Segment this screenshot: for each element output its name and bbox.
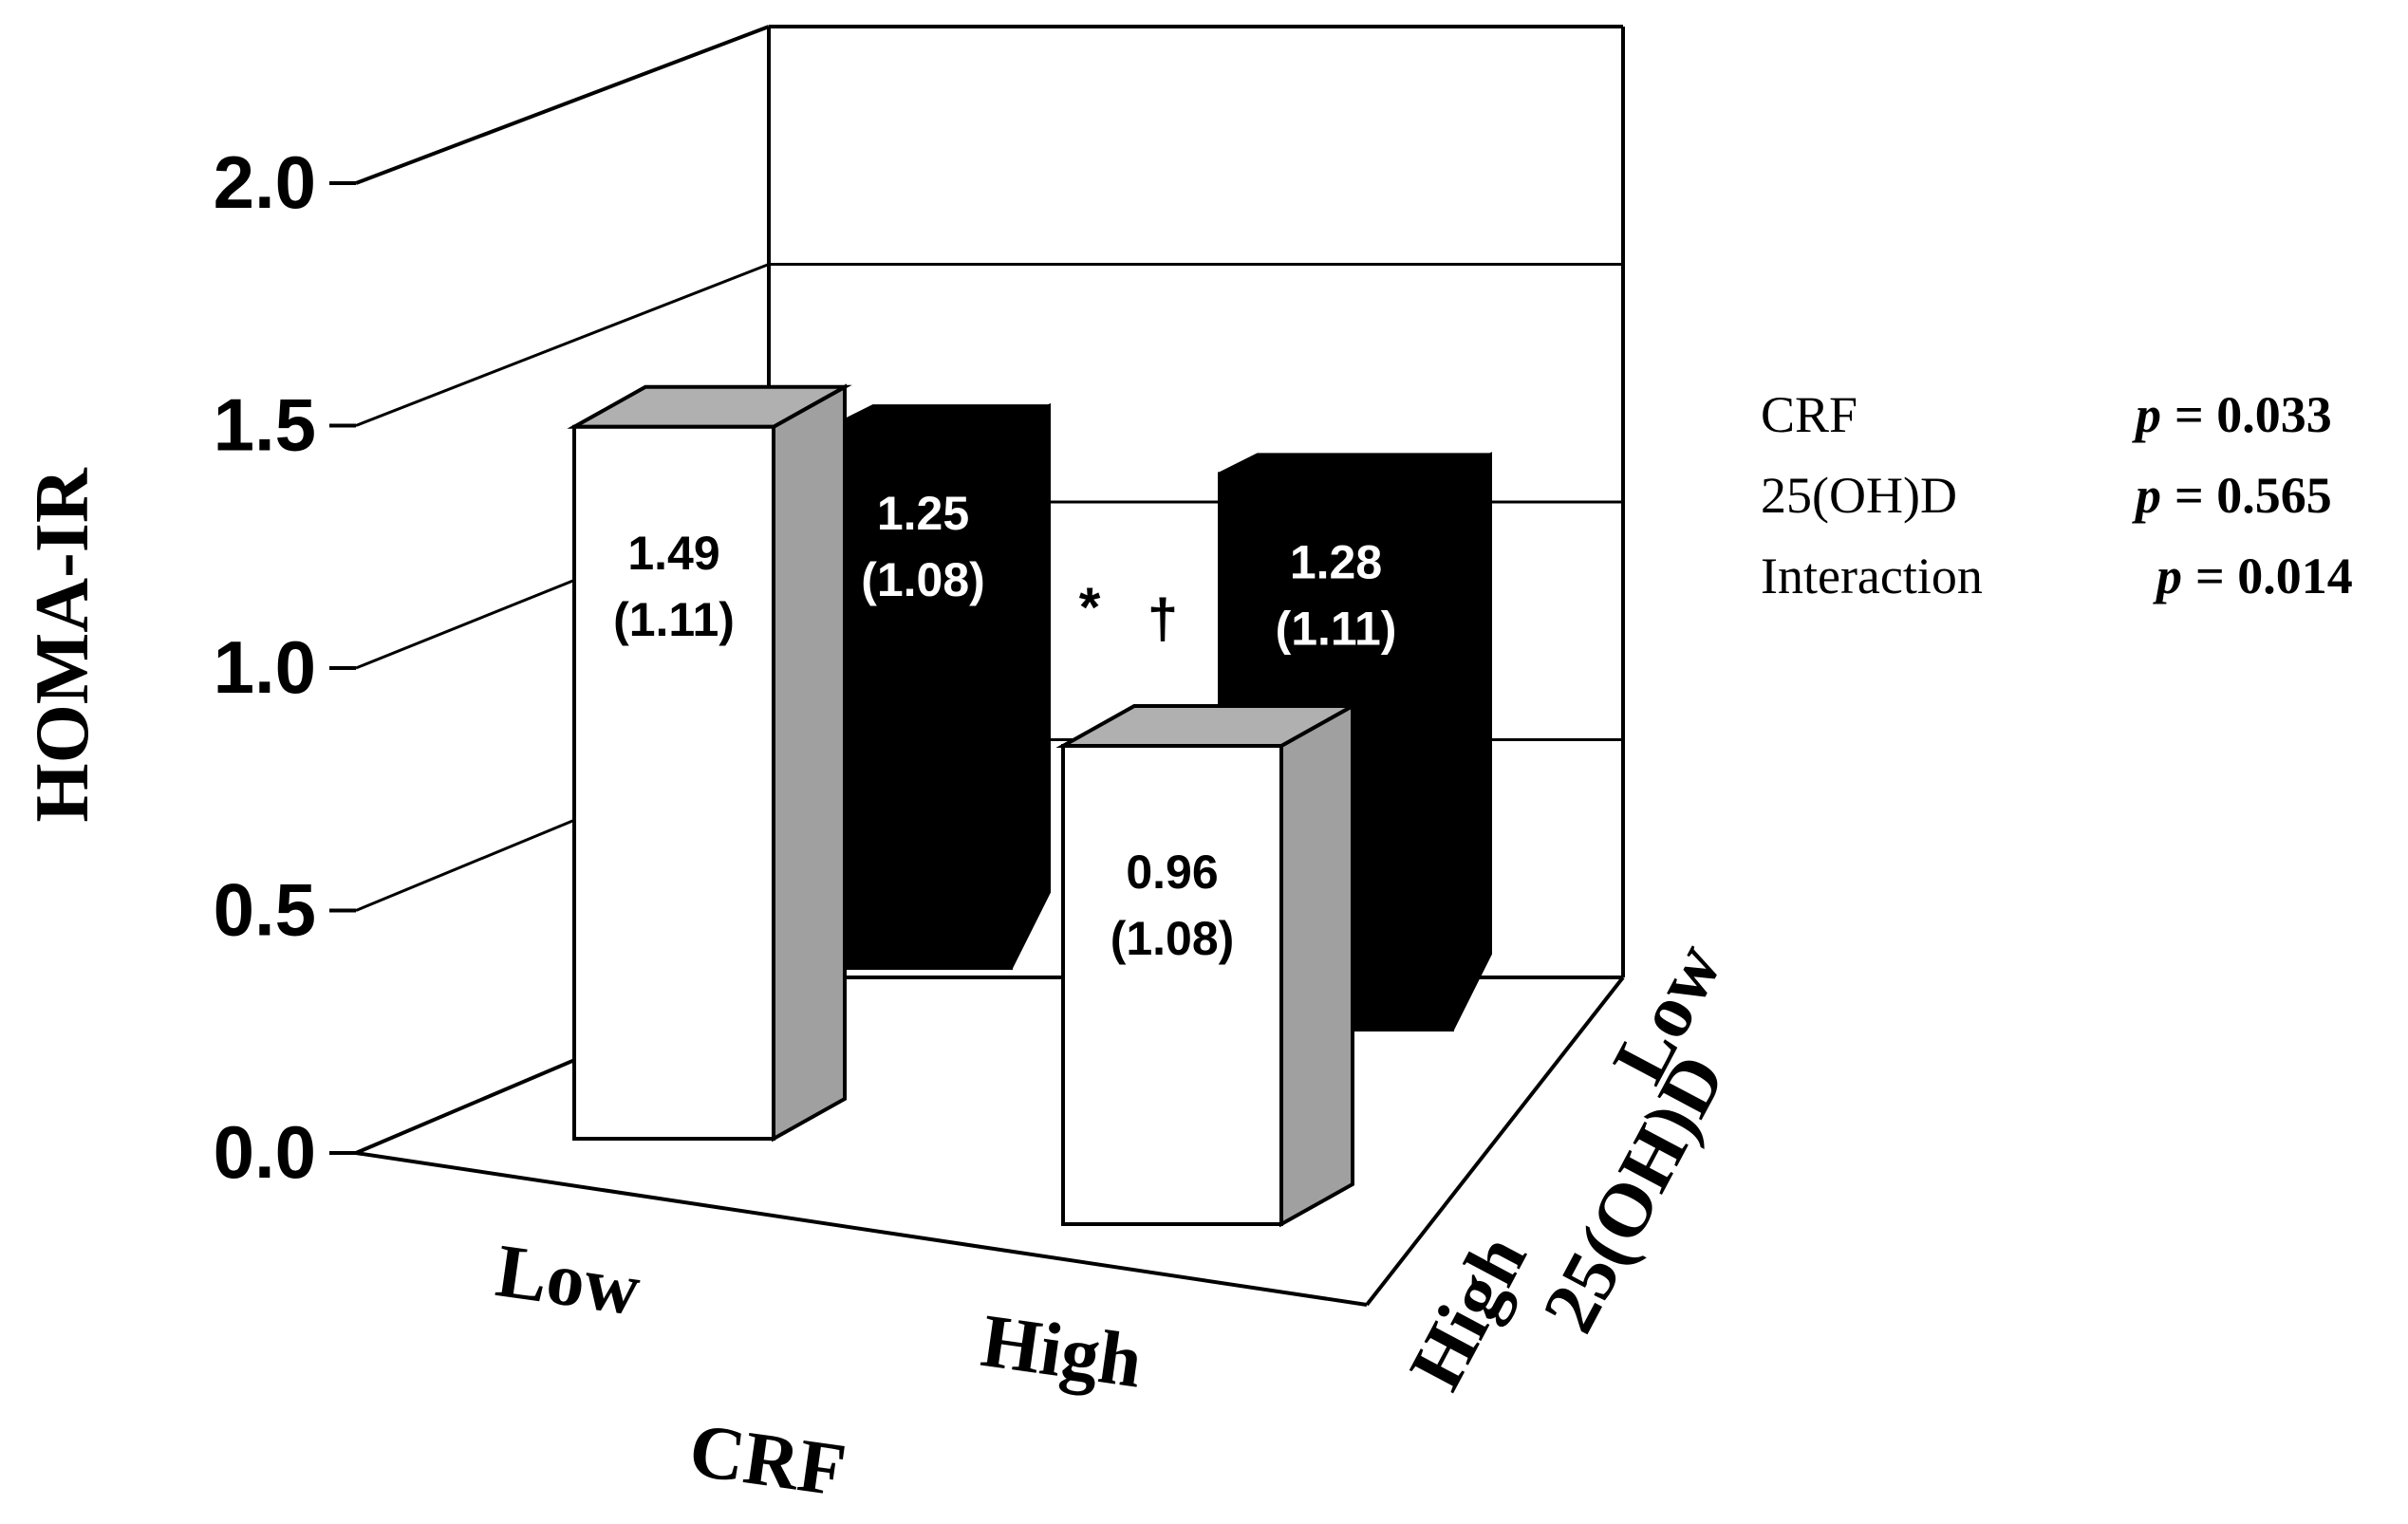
x-tick-label-high: High: [977, 1299, 1148, 1404]
significance-asterisk: *: [1079, 577, 1101, 639]
bar-top-face: [1219, 453, 1491, 476]
bar-front-face: [1061, 744, 1283, 1226]
frame-edge: [1365, 976, 1625, 1307]
gridline-side: [355, 263, 770, 427]
bar-high-high: 0.96 (1.08): [1055, 702, 1360, 1228]
bar-value-label: 1.49: [627, 527, 719, 580]
x-axis-title: CRF: [684, 1408, 850, 1513]
y-tick-label: 1.5: [214, 383, 316, 467]
y-tick-label: 2.0: [214, 140, 316, 224]
y-tick-label: 0.0: [214, 1110, 316, 1194]
stats-block: CRF 25(OH)D Interaction p = 0.033 p = 0.56…: [1761, 386, 2353, 604]
bar-front-face: [572, 424, 775, 1142]
bar-value-label: 1.28: [1290, 535, 1382, 588]
stats-p-crf: p = 0.033: [2132, 386, 2332, 443]
bar-sublabel: (1.11): [613, 593, 735, 646]
x-tick-label-low: Low: [492, 1229, 645, 1331]
bar-high-low: 1.49 (1.11): [567, 383, 852, 1143]
stats-p-25ohd: p = 0.565: [2132, 467, 2332, 524]
bar-sublabel: (1.08): [1111, 912, 1235, 965]
y-tick-label: 1.0: [214, 625, 316, 709]
y-axis-title: HOMA-IR: [21, 467, 104, 823]
bars: 1.25 (1.08) 1.28 (1.11) 1.49 (1.11) 0.96 (1.08): [567, 383, 1492, 1228]
depth-axis-title: 25(OH)D: [1527, 1042, 1742, 1346]
stats-label-25ohd: 25(OH)D: [1761, 467, 1957, 524]
bar-top-face: [834, 404, 1050, 428]
bar-side-face: [1450, 452, 1492, 1031]
bar-value-label: 1.25: [877, 487, 969, 540]
stats-label-interaction: Interaction: [1761, 548, 1983, 604]
bar-side-face: [772, 383, 847, 1143]
stats-label-crf: CRF: [1761, 386, 1857, 443]
bar-value-label: 0.96: [1126, 846, 1218, 899]
significance-dagger: †: [1148, 588, 1178, 650]
frame-edge: [355, 25, 770, 185]
y-tick-label: 0.5: [214, 868, 316, 952]
bar-front-face: [833, 423, 1013, 970]
bar-side-face: [1009, 402, 1051, 969]
bar-side-face: [1279, 702, 1354, 1228]
bar-sublabel: (1.08): [861, 553, 985, 606]
annotations: * †: [1079, 577, 1178, 650]
y-axis-ticks: 0.0 0.5 1.0 1.5 2.0: [214, 140, 356, 1194]
depth-tick-label-high: High: [1394, 1222, 1543, 1403]
bar-low-low: 1.25 (1.08): [833, 402, 1051, 970]
stats-p-interaction: p = 0.014: [2153, 548, 2353, 604]
frame-edge: [355, 1151, 1368, 1307]
bar-sublabel: (1.11): [1276, 602, 1397, 655]
